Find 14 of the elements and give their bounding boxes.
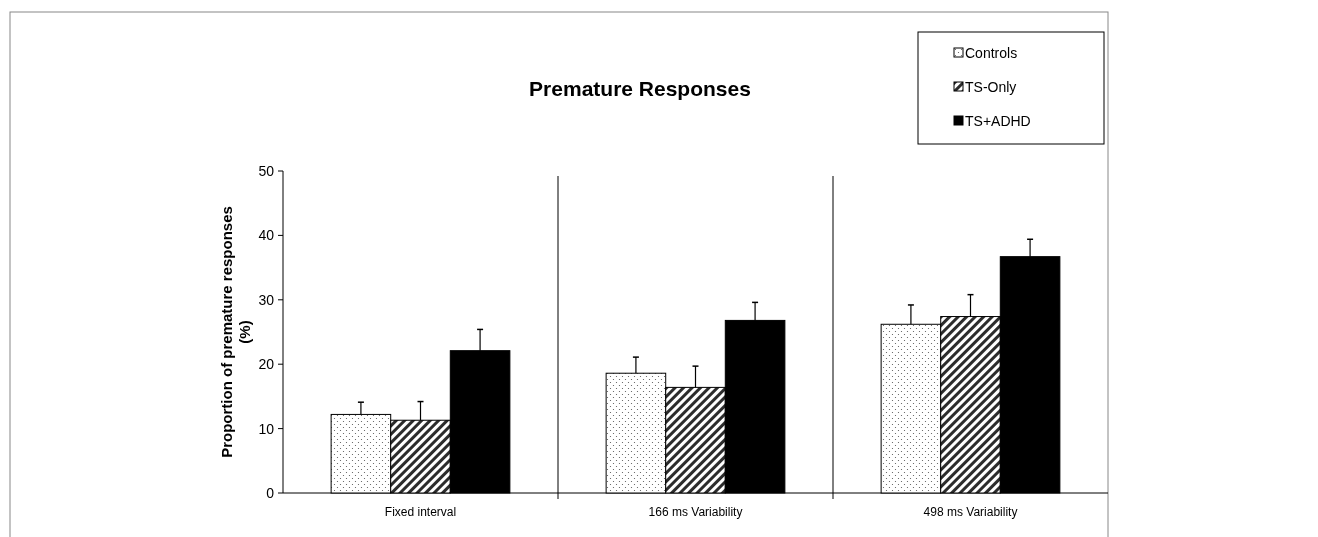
legend-label: TS-Only xyxy=(965,78,1017,95)
x-tick-label: Fixed interval xyxy=(384,505,457,519)
x-tick-label: 498 ms Variability xyxy=(923,505,1018,519)
chart-title: Premature Responses xyxy=(529,77,751,100)
y-tick-label: 50 xyxy=(258,162,275,179)
y-tick-label: 20 xyxy=(258,356,275,373)
legend-label: TS+ADHD xyxy=(965,112,1031,129)
y-tick-label: 40 xyxy=(258,227,275,244)
x-tick-label: 166 ms Variability xyxy=(648,505,743,519)
y-tick-label: 10 xyxy=(258,420,275,437)
legend-label: Controls xyxy=(965,44,1018,61)
y-tick-label: 0 xyxy=(266,484,275,501)
y-tick-label: 30 xyxy=(258,291,275,308)
y-axis-title: Proportion of premature responses (%) xyxy=(217,206,253,458)
